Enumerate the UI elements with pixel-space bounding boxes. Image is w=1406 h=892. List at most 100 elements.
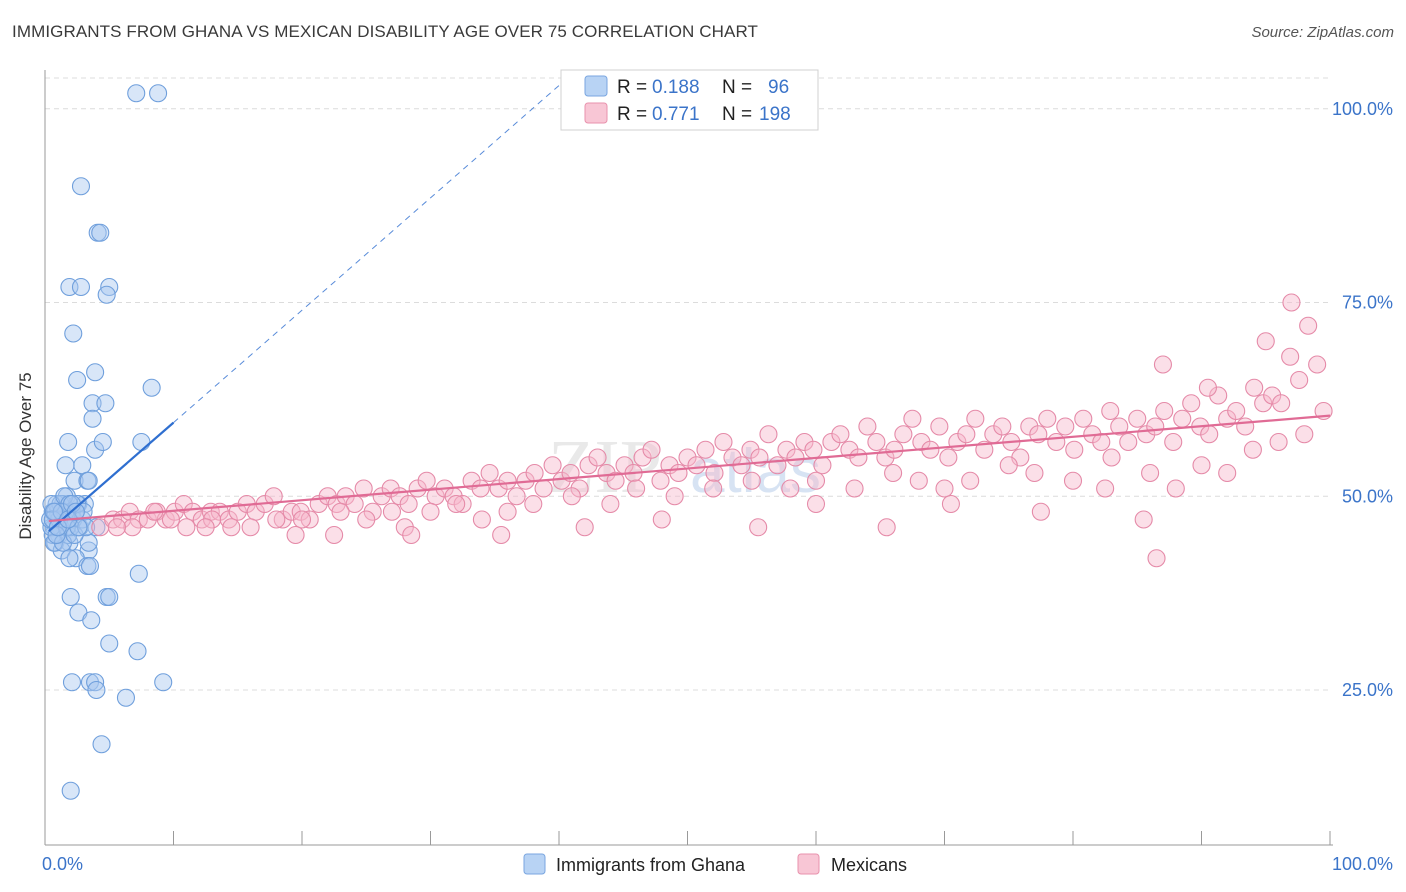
mexican-point bbox=[961, 471, 980, 490]
mexican-point bbox=[507, 487, 526, 506]
mexican-point bbox=[1065, 440, 1084, 459]
mexican-point bbox=[759, 425, 778, 444]
mexican-point bbox=[1272, 394, 1291, 413]
mexican-point bbox=[742, 471, 761, 490]
mexican-point bbox=[1164, 432, 1183, 452]
mexican-point bbox=[292, 510, 312, 529]
mexican-point bbox=[652, 510, 671, 529]
ghana-point bbox=[66, 502, 85, 521]
ghana-point bbox=[92, 735, 111, 754]
mexican-point bbox=[196, 518, 215, 537]
watermark-zip: ZIP bbox=[548, 425, 662, 509]
legend-ghana-label: Immigrants from Ghana bbox=[556, 855, 746, 875]
ghana-point bbox=[116, 688, 136, 707]
mexican-point bbox=[222, 518, 241, 537]
ghana-point bbox=[100, 634, 119, 653]
mexican-point bbox=[524, 494, 543, 514]
mexican-r-value: 0.771 bbox=[652, 104, 700, 125]
ghana-point bbox=[132, 432, 151, 452]
mexican-point bbox=[177, 518, 196, 537]
mexican-point bbox=[1166, 479, 1185, 498]
ghana-n-value: 96 bbox=[768, 77, 789, 98]
mexican-point bbox=[1025, 463, 1044, 483]
mexican-point bbox=[480, 463, 499, 483]
ghana-swatch bbox=[584, 75, 608, 97]
mexican-point bbox=[241, 518, 260, 537]
y-tick-label: 50.0% bbox=[1342, 486, 1393, 506]
mexican-point bbox=[399, 494, 418, 514]
mexican-point bbox=[525, 463, 544, 483]
mexican-point bbox=[534, 479, 553, 498]
mexican-point bbox=[669, 463, 688, 483]
mexican-points bbox=[91, 293, 1333, 568]
trend-lines bbox=[48, 85, 1331, 532]
mexican-point bbox=[849, 448, 868, 467]
chart-title: IMMIGRANTS FROM GHANA VS MEXICAN DISABIL… bbox=[12, 22, 758, 41]
ghana-n-label: N = bbox=[722, 77, 752, 98]
mexican-point bbox=[543, 456, 562, 475]
mexican-point bbox=[331, 502, 350, 521]
ghana-point bbox=[86, 440, 105, 459]
mexican-point bbox=[1299, 316, 1318, 335]
ghana-point bbox=[128, 642, 147, 661]
mexican-point bbox=[1256, 332, 1275, 351]
ghana-point bbox=[71, 177, 91, 196]
mexican-point bbox=[421, 502, 440, 521]
mexican-point bbox=[1281, 347, 1300, 366]
ghana-point bbox=[97, 285, 116, 304]
ghana-point bbox=[60, 549, 79, 568]
mexican-point bbox=[570, 479, 589, 498]
ghana-point bbox=[82, 611, 101, 630]
ghana-trend-line bbox=[48, 421, 175, 532]
stats-legend: R = 0.188 N = 96 R = 0.771 N = 198 bbox=[560, 69, 819, 131]
mexican-point bbox=[941, 494, 960, 514]
mexican-point bbox=[831, 425, 850, 444]
mexican-swatch bbox=[584, 102, 608, 124]
mexican-point bbox=[1128, 409, 1147, 428]
ghana-point bbox=[62, 673, 82, 692]
mexican-n-label: N = bbox=[722, 104, 752, 125]
mexican-point bbox=[453, 494, 472, 514]
ghana-point bbox=[83, 409, 102, 428]
mexican-point bbox=[845, 479, 864, 498]
mexican-point bbox=[472, 510, 491, 529]
mexican-point bbox=[498, 471, 517, 490]
mexican-point bbox=[1102, 448, 1121, 467]
mexican-point bbox=[562, 487, 581, 506]
mexican-point bbox=[1236, 417, 1255, 436]
mexican-r-label: R = bbox=[617, 104, 647, 125]
ghana-trend-extension bbox=[173, 85, 560, 424]
ghana-point bbox=[142, 378, 161, 397]
mexican-point bbox=[705, 463, 724, 483]
mexican-point bbox=[1056, 417, 1075, 436]
mexican-point bbox=[903, 409, 922, 428]
mexican-point bbox=[357, 510, 376, 529]
mexican-point bbox=[1192, 456, 1211, 475]
ghana-point bbox=[80, 556, 100, 576]
mexican-point bbox=[1282, 293, 1301, 312]
mexican-point bbox=[601, 494, 620, 514]
mexican-point bbox=[267, 510, 286, 529]
y-tick-label: 100.0% bbox=[1332, 99, 1393, 119]
mexican-point bbox=[1295, 425, 1314, 444]
mexican-point bbox=[606, 471, 625, 490]
ghana-point bbox=[73, 456, 92, 475]
mexican-point bbox=[867, 432, 886, 452]
mexican-point bbox=[627, 479, 646, 498]
ghana-r-value: 0.188 bbox=[652, 77, 700, 98]
y-tick-label: 75.0% bbox=[1342, 293, 1393, 313]
mexican-point bbox=[1153, 355, 1172, 374]
mexican-point bbox=[1200, 425, 1219, 444]
ghana-point bbox=[61, 781, 80, 800]
mexican-point bbox=[806, 471, 826, 490]
y-tick-label: 25.0% bbox=[1342, 680, 1393, 700]
mexican-point bbox=[1155, 401, 1174, 421]
mexican-point bbox=[877, 518, 896, 537]
ghana-r-label: R = bbox=[617, 77, 647, 98]
mexican-point bbox=[687, 456, 706, 475]
ghana-point bbox=[87, 680, 106, 700]
mexican-point bbox=[884, 463, 903, 483]
mexican-point bbox=[471, 479, 490, 498]
mexican-point bbox=[264, 487, 283, 506]
legend-ghana-swatch bbox=[523, 853, 546, 875]
